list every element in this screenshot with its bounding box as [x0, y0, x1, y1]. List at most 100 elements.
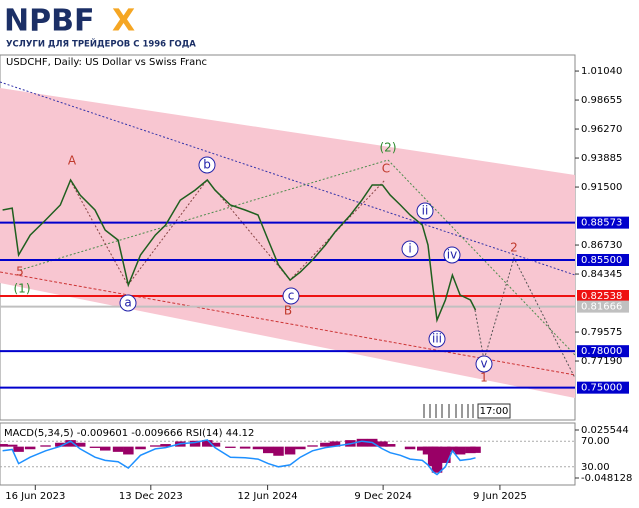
macd-bar: [404, 446, 416, 450]
macd-bar: [112, 446, 124, 452]
rsi-line: [2, 439, 476, 476]
logo-tagline: УСЛУГИ ДЛЯ ТРЕЙДЕРОВ С 1996 ГОДА: [6, 38, 196, 50]
y-tick-label: 0.91500: [581, 182, 622, 193]
level-label: 0.81666: [581, 302, 622, 313]
macd-bar: [440, 446, 451, 463]
macd-bar: [189, 440, 201, 447]
macd-bar: [150, 445, 161, 447]
x-tick-label: 13 Dec 2023: [119, 491, 183, 502]
y-tick-label: 0.84345: [581, 269, 622, 280]
macd-bar: [202, 440, 213, 447]
projection: [474, 256, 576, 379]
macd-bar: [209, 442, 221, 447]
wave-label: iv: [447, 248, 457, 262]
time-label: 17:00: [480, 406, 509, 417]
y-tick-label: 0.025544: [581, 425, 629, 436]
y-tick-label: 1.01040: [581, 66, 622, 77]
wave-label: (2): [380, 141, 397, 155]
y-tick-label: 0.98655: [581, 95, 622, 106]
macd-bar: [135, 446, 146, 450]
wave-label: b: [203, 158, 211, 172]
level-box: [577, 253, 629, 266]
macd-bar: [295, 446, 306, 450]
rsi-tick-label: 30.00: [581, 462, 610, 473]
macd-bar: [65, 440, 76, 447]
macd-bar: [417, 446, 428, 451]
wave-label: 2: [510, 241, 518, 255]
wave-label: B: [284, 304, 292, 318]
macd-bar: [239, 446, 251, 449]
wave-label: A: [68, 154, 77, 168]
indicator-frame: [0, 422, 576, 486]
indicator-title: MACD(5,34,5) -0.009601 -0.009666 RSI(14)…: [4, 428, 254, 439]
macd-bar: [24, 446, 36, 450]
macd-bar: [123, 446, 134, 455]
macd-bar: [252, 446, 264, 450]
wave-circle: [119, 294, 137, 312]
level-box: [577, 216, 629, 229]
x-tick-label: 9 Jun 2025: [473, 491, 527, 502]
wave-label: (1): [14, 282, 31, 296]
logo-accent: X: [112, 4, 135, 39]
macd-bar: [377, 441, 388, 447]
wave-circle: [416, 202, 434, 220]
logo-main: NPBF: [4, 4, 94, 39]
wave-label: 5: [16, 265, 24, 279]
macd-bar: [329, 441, 341, 447]
wave-circle: [428, 330, 446, 348]
macd-bar: [284, 446, 296, 455]
wave-label: c: [288, 289, 295, 303]
macd-bar: [225, 446, 236, 448]
y-tick-label: 0.93885: [581, 153, 622, 164]
rsi-tick-label: 70.00: [581, 436, 610, 447]
time-box: [477, 403, 511, 419]
wave-circle: [475, 355, 493, 373]
wave-label: C: [382, 162, 390, 176]
macd-bar: [160, 444, 171, 447]
macd-bar: [99, 446, 111, 451]
y-tick-label: 0.96270: [581, 124, 622, 135]
level-box: [577, 290, 629, 303]
level-box: [577, 300, 629, 313]
chart-title: USDCHF, Daily: US Dollar vs Swiss Franc: [6, 57, 207, 68]
channel: [0, 88, 575, 398]
wave-label: a: [124, 296, 131, 310]
y-tick-label: 0.79575: [581, 327, 622, 338]
macd-bar: [40, 445, 51, 447]
macd-bar: [74, 442, 86, 447]
wave-circle: [401, 240, 419, 258]
trend-line: [0, 81, 576, 276]
level-box: [577, 345, 629, 358]
macd-bar: [447, 446, 458, 452]
wave-circle: [198, 156, 216, 174]
price-line: [2, 178, 477, 323]
wave-label: v: [480, 357, 487, 371]
trend-line: [387, 159, 576, 356]
macd-bar: [273, 446, 284, 456]
level-label: 0.78000: [581, 346, 622, 357]
trend-line: [19, 159, 389, 271]
macd-bar: [13, 446, 24, 452]
x-tick-label: 12 Jun 2024: [238, 491, 298, 502]
x-tick-label: 16 Jun 2023: [5, 491, 65, 502]
wave-circle: [282, 287, 300, 305]
macd-bar: [470, 446, 481, 453]
level-label: 0.82538: [581, 291, 622, 302]
macd-bar: [262, 446, 274, 454]
wave-label: ii: [422, 204, 429, 218]
macd-bar: [320, 442, 331, 447]
y-tick-label: -0.048128: [581, 473, 632, 484]
macd-bar: [454, 446, 466, 455]
macd-bar: [89, 446, 101, 448]
macd-bar: [0, 444, 8, 447]
y-tick-label: 0.77190: [581, 356, 622, 367]
level-label: 0.75000: [581, 383, 622, 394]
x-tick-label: 9 Dec 2024: [354, 491, 412, 502]
macd-bar: [6, 444, 18, 447]
y-tick-label: 0.86730: [581, 240, 622, 251]
macd-bar: [356, 438, 368, 447]
wave-label: i: [408, 242, 411, 256]
macd-bar: [307, 445, 318, 447]
macd-bar: [384, 444, 396, 447]
